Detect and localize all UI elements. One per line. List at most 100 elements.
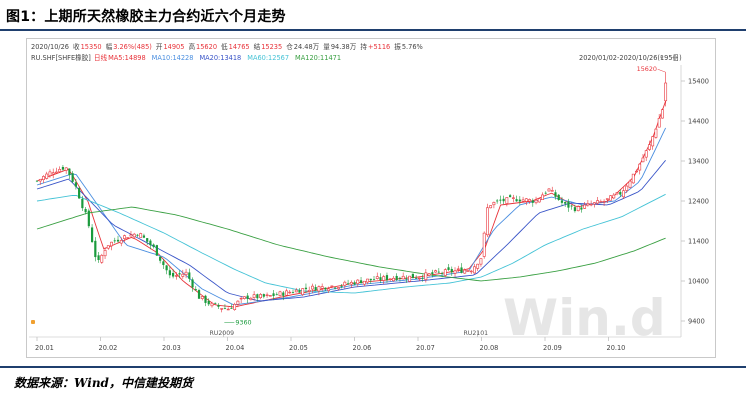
info-close-label: 收	[73, 42, 80, 51]
range-dropdown-icon[interactable]: ▾	[660, 54, 664, 62]
candle-body-up	[521, 199, 525, 202]
candle-body-down	[217, 304, 220, 307]
candle-body-down	[531, 200, 534, 203]
candle-body-down	[440, 273, 444, 274]
info-volume-label: 量	[323, 43, 330, 51]
candle-body-down	[178, 273, 181, 275]
candle-body-down	[230, 308, 233, 309]
info-low: 14765	[229, 43, 250, 51]
candle-body-up	[349, 282, 353, 285]
title-underline	[0, 29, 746, 31]
candle-body-up	[486, 207, 489, 236]
legend-symbol: RU.SHF[SHFE橡胶]	[31, 53, 91, 62]
y-axis: 15400 14400 13400 12400 11400 10400 9400	[681, 77, 709, 325]
candle-body-down	[570, 205, 573, 207]
candle-body-up	[609, 195, 612, 201]
candle-body-down	[515, 199, 518, 202]
candle-body-down	[372, 279, 376, 281]
candle-body-up	[285, 290, 288, 296]
candle-body-down	[509, 195, 512, 198]
cursor-marker	[31, 320, 35, 324]
high-annotation: 15620	[637, 65, 657, 73]
chart-title: 图1：上期所天然橡胶主力合约近六个月走势	[6, 9, 286, 25]
info-volume: 94.38万	[331, 43, 357, 51]
candle-body-up	[434, 270, 437, 273]
y-tick-label: 11400	[688, 237, 709, 245]
candle-body-down	[340, 286, 343, 287]
candle-body-up	[375, 276, 379, 279]
candle-body-up	[181, 273, 185, 277]
settings-icon[interactable]: ✥	[672, 54, 678, 62]
info-line: 2020/10/26 收15350 幅3.26%(485) 开14905 高15620 低…	[31, 42, 423, 51]
candle-body-down	[275, 294, 278, 296]
x-tick-label: 20.08	[480, 344, 499, 352]
candle-body-up	[343, 281, 347, 286]
info-date: 2020/10/26	[31, 43, 69, 51]
legend-ma10: MA10:14228	[152, 54, 194, 62]
candle-body-down	[246, 295, 249, 300]
candle-body-up	[401, 275, 405, 280]
candle-body-up	[473, 266, 476, 274]
candle-body-down	[61, 166, 65, 170]
candle-body-down	[379, 277, 382, 281]
info-high-label: 高	[188, 42, 195, 51]
info-settle: 15235	[261, 43, 282, 51]
info-oi: 24.48万	[294, 43, 320, 51]
candle-body-up	[139, 233, 143, 238]
candle-body-up	[119, 240, 123, 244]
candle-body-up	[259, 294, 262, 299]
x-tick-label: 20.09	[543, 344, 562, 352]
candle-body-down	[502, 198, 505, 202]
y-tick-label: 10400	[688, 277, 709, 285]
candle-body-up	[427, 273, 431, 276]
ma-line-ma10	[36, 127, 667, 306]
candle-body-down	[197, 290, 201, 299]
candle-body-up	[463, 269, 467, 274]
candle-body-up	[615, 192, 619, 195]
candle-body-down	[499, 199, 502, 201]
candlestick-chart[interactable]: 2020/10/26 收15350 幅3.26%(485) 开14905 高15620 低…	[27, 39, 715, 357]
candle-body-up	[268, 295, 272, 297]
ma-line-ma5	[36, 100, 667, 308]
info-amplitude-label: 振	[394, 42, 401, 51]
candle-body-up	[278, 291, 282, 296]
candle-body-down	[421, 277, 424, 279]
candle-body-up	[103, 250, 107, 257]
y-tick-label: 15400	[688, 77, 709, 85]
candle-body-up	[106, 245, 110, 249]
x-tick-label: 20.06	[353, 344, 372, 352]
candle-body-up	[242, 296, 246, 299]
candle-body-down	[256, 294, 259, 299]
candle-body-down	[272, 293, 275, 297]
candle-body-up	[476, 263, 480, 269]
candle-body-down	[78, 187, 81, 199]
candle-body-down	[204, 295, 207, 303]
info-settle-label: 结	[254, 42, 261, 51]
x-tick-label: 20.04	[226, 344, 245, 352]
candle-body-up	[469, 270, 473, 273]
candle-body-down	[450, 268, 453, 273]
candle-body-down	[214, 302, 217, 304]
candle-body-up	[479, 258, 483, 265]
candle-body-down	[359, 280, 363, 284]
candle-body-up	[226, 308, 230, 311]
info-change-label: 幅	[106, 42, 113, 51]
candle-body-up	[547, 188, 551, 192]
legend-ma60: MA60:12567	[247, 54, 289, 62]
info-open-label: 开	[156, 43, 163, 51]
candle-body-down	[304, 287, 308, 290]
legend: RU.SHF[SHFE橡胶] 日线MA5:14898 MA10:14228 MA20:…	[31, 53, 341, 62]
candle-body-up	[239, 297, 243, 300]
candle-body-up	[628, 180, 632, 188]
candle-body-down	[35, 180, 39, 182]
candle-body-up	[236, 300, 240, 305]
candle-body-up	[605, 198, 609, 200]
candle-body-down	[398, 277, 402, 279]
info-change: 3.26%(485)	[113, 43, 152, 51]
candle-body-up	[534, 199, 538, 204]
candle-body-up	[492, 202, 496, 206]
candle-body-down	[116, 239, 120, 242]
candle-body-down	[68, 168, 71, 176]
candle-body-up	[382, 276, 386, 281]
info-amplitude: 5.76%	[402, 43, 423, 51]
